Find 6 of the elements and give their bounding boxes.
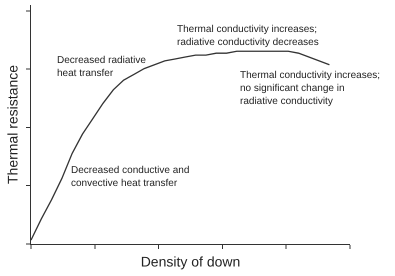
text: Thermal conductivity increases; radiative conductivity decreases [177, 24, 319, 48]
annotation: Thermal conductivity increases; no significant change in radiative conductivity [240, 70, 380, 107]
x-axis-title: Density of down [140, 254, 240, 270]
annotation: Decreased radiative heat transfer [57, 55, 146, 79]
y-axis-title: Thermal resistance [4, 64, 21, 184]
annotation: Decreased conductive and convective heat transfer [71, 165, 190, 189]
